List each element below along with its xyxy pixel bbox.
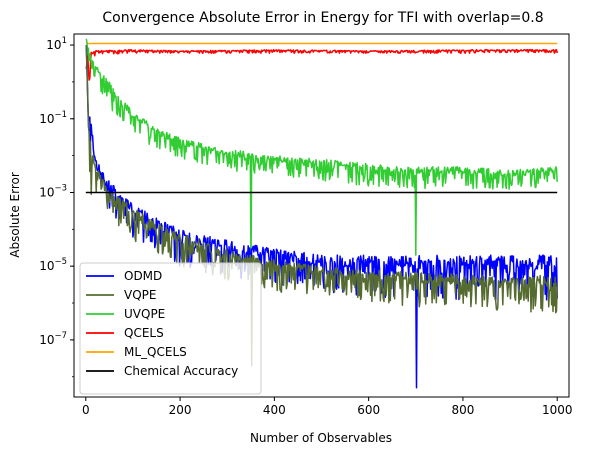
x-tick-label: 200 [169, 403, 192, 417]
y-tick-label: 10−1 [39, 110, 67, 126]
x-tick-label: 800 [451, 403, 474, 417]
x-axis-label: Number of Observables [250, 431, 392, 445]
legend-label: VQPE [124, 288, 156, 302]
legend-box [79, 262, 262, 395]
y-tick-label: 10−7 [39, 331, 67, 347]
y-axis-label: Absolute Error [8, 172, 22, 258]
y-tick-label: 10−3 [39, 183, 67, 199]
series-line-odmd [85, 45, 558, 389]
chart-title: Convergence Absolute Error in Energy for… [102, 10, 543, 26]
legend: ODMD VQPE UVQPE QCELS ML_QCELS Chemical Accur… [79, 262, 262, 395]
plot-frame [73, 33, 570, 398]
x-tick-label: 1000 [542, 403, 573, 417]
series-line-qcels [85, 48, 558, 81]
series-line-vqpe [85, 45, 558, 367]
x-tick-label: 400 [263, 403, 286, 417]
x-tick-label: 600 [357, 403, 380, 417]
x-axis: 0 200 400 600 800 1000 [82, 397, 573, 417]
y-tick-label: 101 [46, 36, 67, 52]
y-axis: 101 10−1 10−3 10−5 10−7 [39, 36, 74, 378]
legend-label: QCELS [124, 326, 164, 340]
legend-label: UVQPE [124, 307, 165, 321]
legend-label: ML_QCELS [124, 345, 187, 359]
series-line-uvqpe [85, 38, 558, 267]
legend-label: Chemical Accuracy [124, 364, 238, 378]
legend-label: ODMD [124, 269, 162, 283]
series-layer [85, 38, 558, 389]
y-tick-label: 10−5 [39, 257, 67, 273]
x-tick-label: 0 [82, 403, 90, 417]
